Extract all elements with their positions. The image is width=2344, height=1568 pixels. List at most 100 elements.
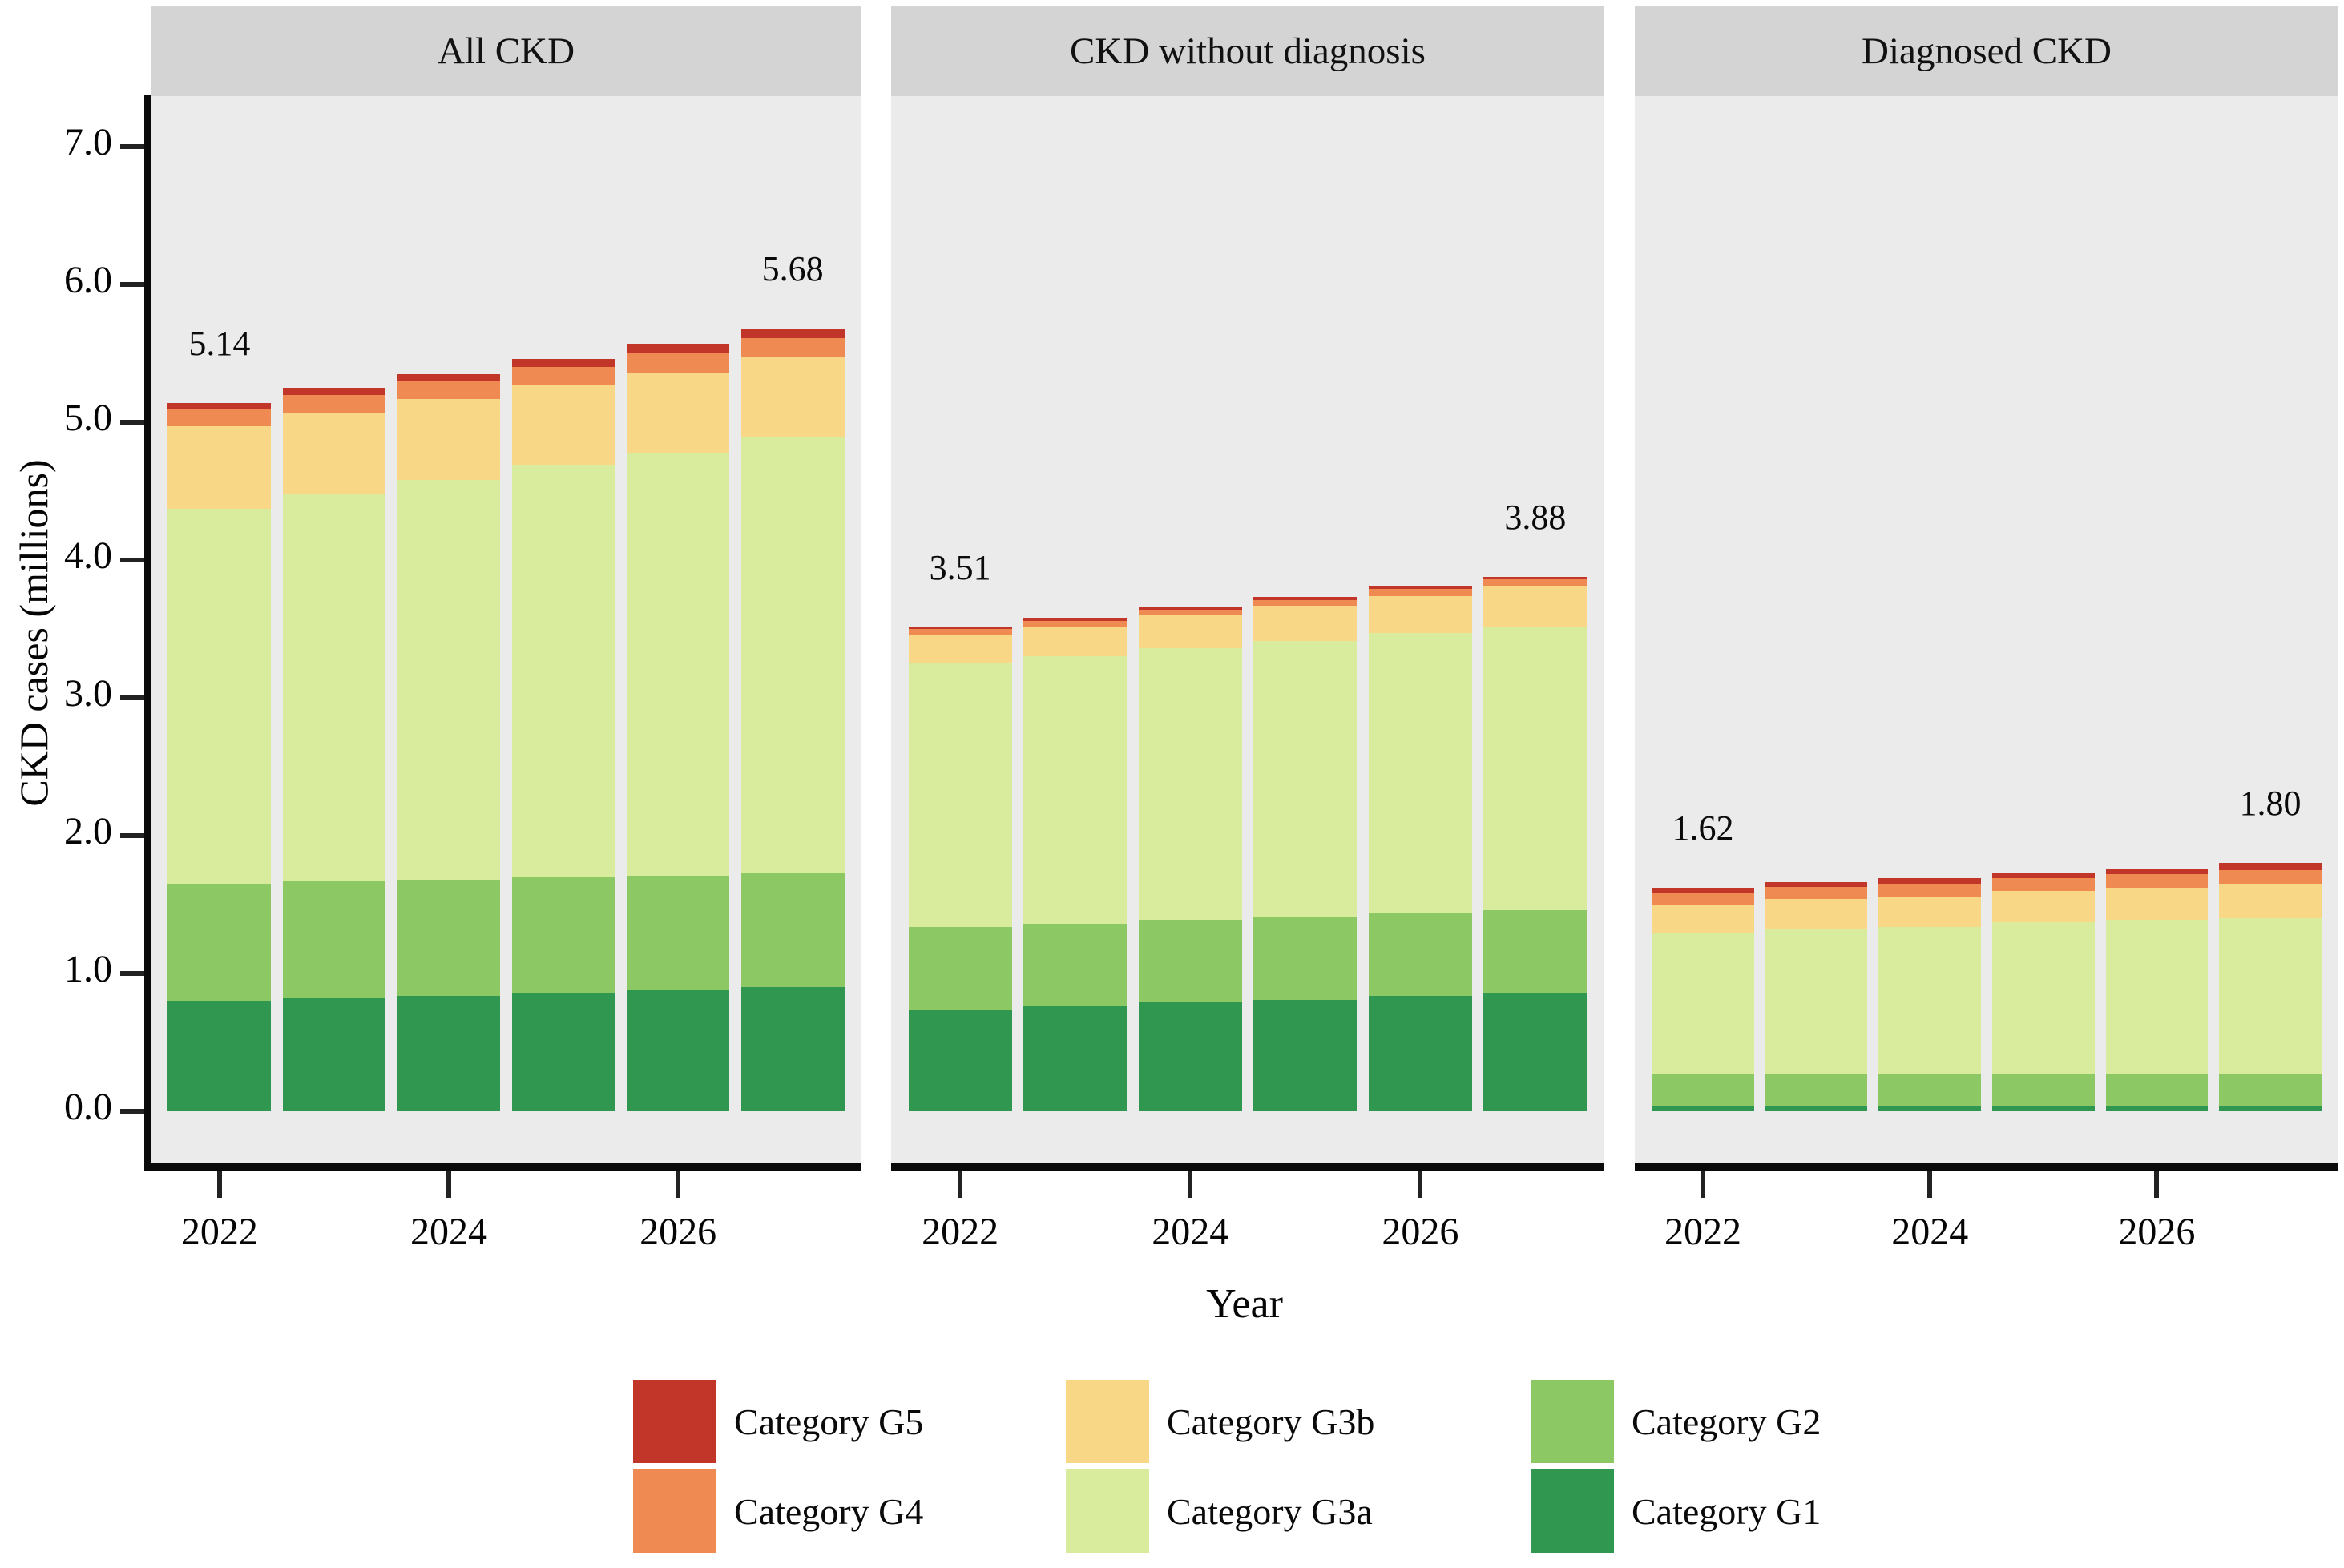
panel-header: CKD without diagnosis: [891, 6, 1604, 96]
bar-segment-category-g4: [626, 353, 730, 373]
bar-segment-category-g3a: [626, 452, 730, 876]
y-axis-line: [144, 95, 151, 1171]
bar-segment-category-g4: [1765, 886, 1868, 900]
bar-segment-category-g3a: [2219, 918, 2322, 1074]
x-tick-label: 2022: [922, 1211, 999, 1253]
y-tick-label: 2.0: [64, 810, 112, 853]
bar-segment-category-g3b: [282, 412, 386, 494]
bar-segment-category-g3b: [167, 426, 272, 510]
bar-segment-category-g2: [1023, 924, 1128, 1007]
bar-segment-category-g3b: [908, 634, 1012, 663]
x-tick-mark: [216, 1171, 222, 1198]
x-tick-label: 2022: [180, 1211, 258, 1253]
bar-segment-category-g4: [282, 394, 386, 413]
bar-segment-category-g5: [511, 358, 615, 368]
bar-segment-category-g2: [2219, 1074, 2322, 1106]
bar-segment-category-g3a: [740, 437, 845, 873]
bar-segment-category-g1: [1253, 999, 1358, 1111]
x-tick-mark: [1927, 1171, 1933, 1198]
bar-segment-category-g2: [1992, 1074, 2095, 1106]
y-tick-label: 0.0: [64, 1086, 112, 1128]
bar-segment-category-g4: [740, 338, 845, 358]
bar-total-annotation: 5.14: [188, 323, 251, 363]
x-axis-line: [1635, 1163, 2338, 1171]
bar-segment-category-g1: [2105, 1106, 2209, 1111]
bar-segment-category-g3b: [1023, 626, 1128, 657]
bar-segment-category-g3b: [1483, 586, 1588, 628]
panel-title: All CKD: [437, 30, 575, 72]
legend-label: Category G1: [1632, 1490, 1822, 1532]
bar-segment-category-g3b: [1253, 605, 1358, 642]
bar-segment-category-g5: [1138, 607, 1242, 610]
bar-segment-category-g5: [1253, 597, 1358, 600]
legend-column: Category G5 Category G4: [633, 1380, 923, 1559]
bar-segment-category-g3a: [1652, 933, 1754, 1074]
bar-segment-category-g5: [626, 343, 730, 353]
bar-segment-category-g3a: [1483, 627, 1588, 910]
bar-segment-category-g3b: [1765, 899, 1868, 929]
x-tick-mark: [958, 1171, 963, 1198]
bar-segment-category-g1: [167, 1001, 272, 1111]
bar-segment-category-g4: [511, 367, 615, 385]
y-tick-label: 4.0: [64, 534, 112, 577]
y-tick-mark: [120, 695, 144, 700]
bar-segment-category-g4: [1368, 589, 1472, 596]
bar-segment-category-g1: [511, 993, 615, 1111]
bar-segment-category-g2: [511, 877, 615, 994]
bar-segment-category-g2: [1253, 917, 1358, 1000]
x-axis-line: [144, 1163, 861, 1171]
legend-swatch-icon: [1531, 1469, 1614, 1553]
bar-segment-category-g5: [1023, 618, 1128, 621]
y-tick-mark: [120, 971, 144, 976]
y-tick-mark: [120, 558, 144, 562]
legend-item: Category G3a: [1066, 1469, 1374, 1553]
legend-swatch-icon: [1531, 1380, 1614, 1463]
legend-column: Category G3b Category G3a: [1066, 1380, 1374, 1559]
bar-segment-category-g3b: [1368, 595, 1472, 634]
bar-total-annotation: 3.51: [929, 548, 991, 588]
bar-segment-category-g3b: [511, 385, 615, 466]
legend-label: Category G3a: [1167, 1490, 1373, 1532]
bar-segment-category-g4: [1253, 599, 1358, 606]
bar-segment-category-g3a: [1765, 929, 1868, 1074]
bar-segment-category-g3b: [1138, 615, 1242, 649]
panel-title: Diagnosed CKD: [1862, 30, 2112, 72]
bar-segment-category-g2: [1483, 909, 1588, 994]
x-tick-mark: [2154, 1171, 2160, 1198]
legend-label: Category G5: [734, 1401, 924, 1442]
bar-segment-category-g3a: [1253, 641, 1358, 917]
bar-segment-category-g5: [740, 329, 845, 339]
y-tick-mark: [120, 282, 144, 287]
bar-segment-category-g4: [1138, 609, 1242, 615]
bar-segment-category-g1: [1878, 1106, 1981, 1111]
y-tick-mark: [120, 833, 144, 838]
bar-segment-category-g4: [397, 381, 501, 399]
legend-label: Category G3b: [1167, 1401, 1375, 1442]
bar-segment-category-g5: [1483, 576, 1588, 580]
x-axis-title: Year: [1206, 1281, 1283, 1327]
x-tick-label: 2026: [2118, 1211, 2196, 1253]
x-axis-line: [891, 1163, 1604, 1171]
bar-total-annotation: 1.62: [1672, 808, 1734, 848]
bar-segment-category-g3a: [1023, 656, 1128, 925]
bar-segment-category-g2: [626, 875, 730, 990]
y-tick-label: 1.0: [64, 948, 112, 990]
bar-segment-category-g2: [397, 880, 501, 996]
x-tick-mark: [676, 1171, 681, 1198]
x-tick-mark: [1188, 1171, 1193, 1198]
bar-segment-category-g4: [167, 408, 272, 427]
legend-swatch-icon: [1066, 1380, 1149, 1463]
bar-segment-category-g3b: [397, 398, 501, 481]
bar-segment-category-g1: [908, 1009, 1012, 1111]
bar-segment-category-g3a: [511, 465, 615, 877]
bar-segment-category-g3a: [1138, 648, 1242, 920]
bar-segment-category-g2: [1652, 1074, 1754, 1106]
x-tick-label: 2022: [1664, 1211, 1741, 1253]
legend-item: Category G3b: [1066, 1380, 1374, 1463]
bar-total-annotation: 1.80: [2239, 784, 2302, 824]
bar-segment-category-g3b: [2105, 888, 2209, 920]
bar-segment-category-g3b: [626, 373, 730, 453]
bar-segment-category-g3a: [397, 480, 501, 881]
bar-segment-category-g2: [1878, 1074, 1981, 1106]
bar-segment-category-g1: [1765, 1106, 1868, 1111]
